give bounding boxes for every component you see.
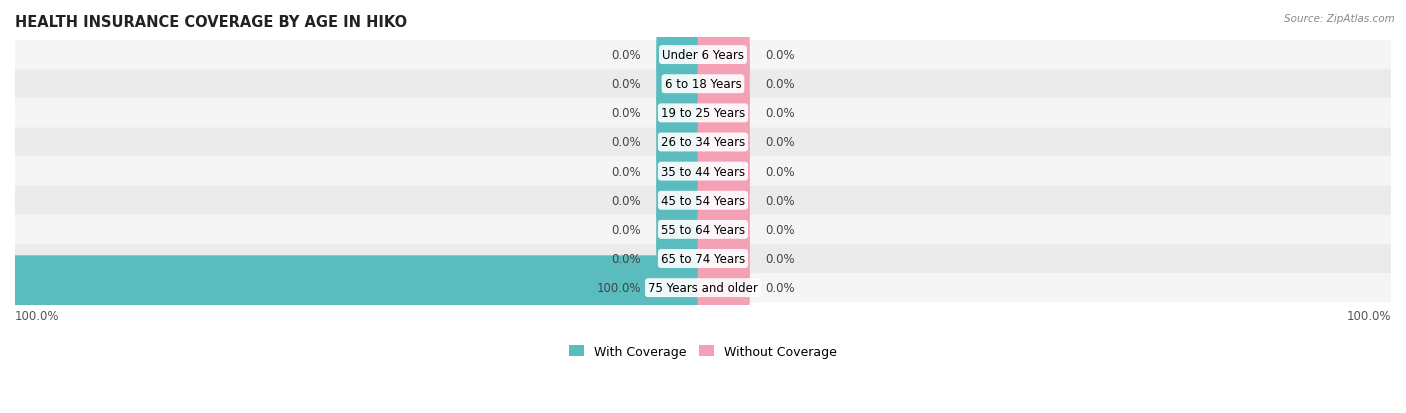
Text: 19 to 25 Years: 19 to 25 Years	[661, 107, 745, 120]
Text: Source: ZipAtlas.com: Source: ZipAtlas.com	[1284, 14, 1395, 24]
Text: 0.0%: 0.0%	[765, 252, 794, 266]
FancyBboxPatch shape	[697, 140, 749, 204]
Text: 0.0%: 0.0%	[765, 223, 794, 236]
FancyBboxPatch shape	[15, 41, 1391, 70]
Text: 0.0%: 0.0%	[612, 194, 641, 207]
FancyBboxPatch shape	[657, 81, 709, 146]
Text: 0.0%: 0.0%	[765, 78, 794, 91]
Text: 0.0%: 0.0%	[612, 165, 641, 178]
Text: 0.0%: 0.0%	[612, 136, 641, 149]
Text: 35 to 44 Years: 35 to 44 Years	[661, 165, 745, 178]
Text: 6 to 18 Years: 6 to 18 Years	[665, 78, 741, 91]
Text: 75 Years and older: 75 Years and older	[648, 282, 758, 294]
FancyBboxPatch shape	[697, 256, 749, 320]
FancyBboxPatch shape	[15, 128, 1391, 157]
Text: 0.0%: 0.0%	[612, 223, 641, 236]
FancyBboxPatch shape	[15, 273, 1391, 302]
Text: 0.0%: 0.0%	[765, 282, 794, 294]
Text: Under 6 Years: Under 6 Years	[662, 49, 744, 62]
Text: 0.0%: 0.0%	[765, 194, 794, 207]
FancyBboxPatch shape	[657, 110, 709, 175]
FancyBboxPatch shape	[697, 81, 749, 146]
Text: 0.0%: 0.0%	[612, 107, 641, 120]
FancyBboxPatch shape	[657, 197, 709, 262]
Text: 0.0%: 0.0%	[765, 136, 794, 149]
Text: 100.0%: 100.0%	[1347, 309, 1391, 322]
FancyBboxPatch shape	[657, 23, 709, 88]
FancyBboxPatch shape	[657, 140, 709, 204]
Text: HEALTH INSURANCE COVERAGE BY AGE IN HIKO: HEALTH INSURANCE COVERAGE BY AGE IN HIKO	[15, 15, 408, 30]
Text: 100.0%: 100.0%	[596, 282, 641, 294]
FancyBboxPatch shape	[697, 197, 749, 262]
FancyBboxPatch shape	[15, 244, 1391, 273]
FancyBboxPatch shape	[15, 215, 1391, 244]
FancyBboxPatch shape	[697, 227, 749, 291]
FancyBboxPatch shape	[10, 256, 709, 320]
Text: 55 to 64 Years: 55 to 64 Years	[661, 223, 745, 236]
Text: 0.0%: 0.0%	[765, 49, 794, 62]
Legend: With Coverage, Without Coverage: With Coverage, Without Coverage	[569, 345, 837, 358]
Text: 0.0%: 0.0%	[765, 107, 794, 120]
Text: 0.0%: 0.0%	[612, 252, 641, 266]
FancyBboxPatch shape	[15, 157, 1391, 186]
Text: 0.0%: 0.0%	[612, 49, 641, 62]
Text: 0.0%: 0.0%	[765, 165, 794, 178]
FancyBboxPatch shape	[697, 110, 749, 175]
FancyBboxPatch shape	[657, 52, 709, 117]
Text: 0.0%: 0.0%	[612, 78, 641, 91]
Text: 65 to 74 Years: 65 to 74 Years	[661, 252, 745, 266]
Text: 26 to 34 Years: 26 to 34 Years	[661, 136, 745, 149]
FancyBboxPatch shape	[697, 23, 749, 88]
FancyBboxPatch shape	[697, 52, 749, 117]
FancyBboxPatch shape	[657, 227, 709, 291]
Text: 100.0%: 100.0%	[15, 309, 59, 322]
Text: 45 to 54 Years: 45 to 54 Years	[661, 194, 745, 207]
FancyBboxPatch shape	[15, 99, 1391, 128]
FancyBboxPatch shape	[657, 169, 709, 233]
FancyBboxPatch shape	[15, 186, 1391, 215]
FancyBboxPatch shape	[697, 169, 749, 233]
FancyBboxPatch shape	[15, 70, 1391, 99]
